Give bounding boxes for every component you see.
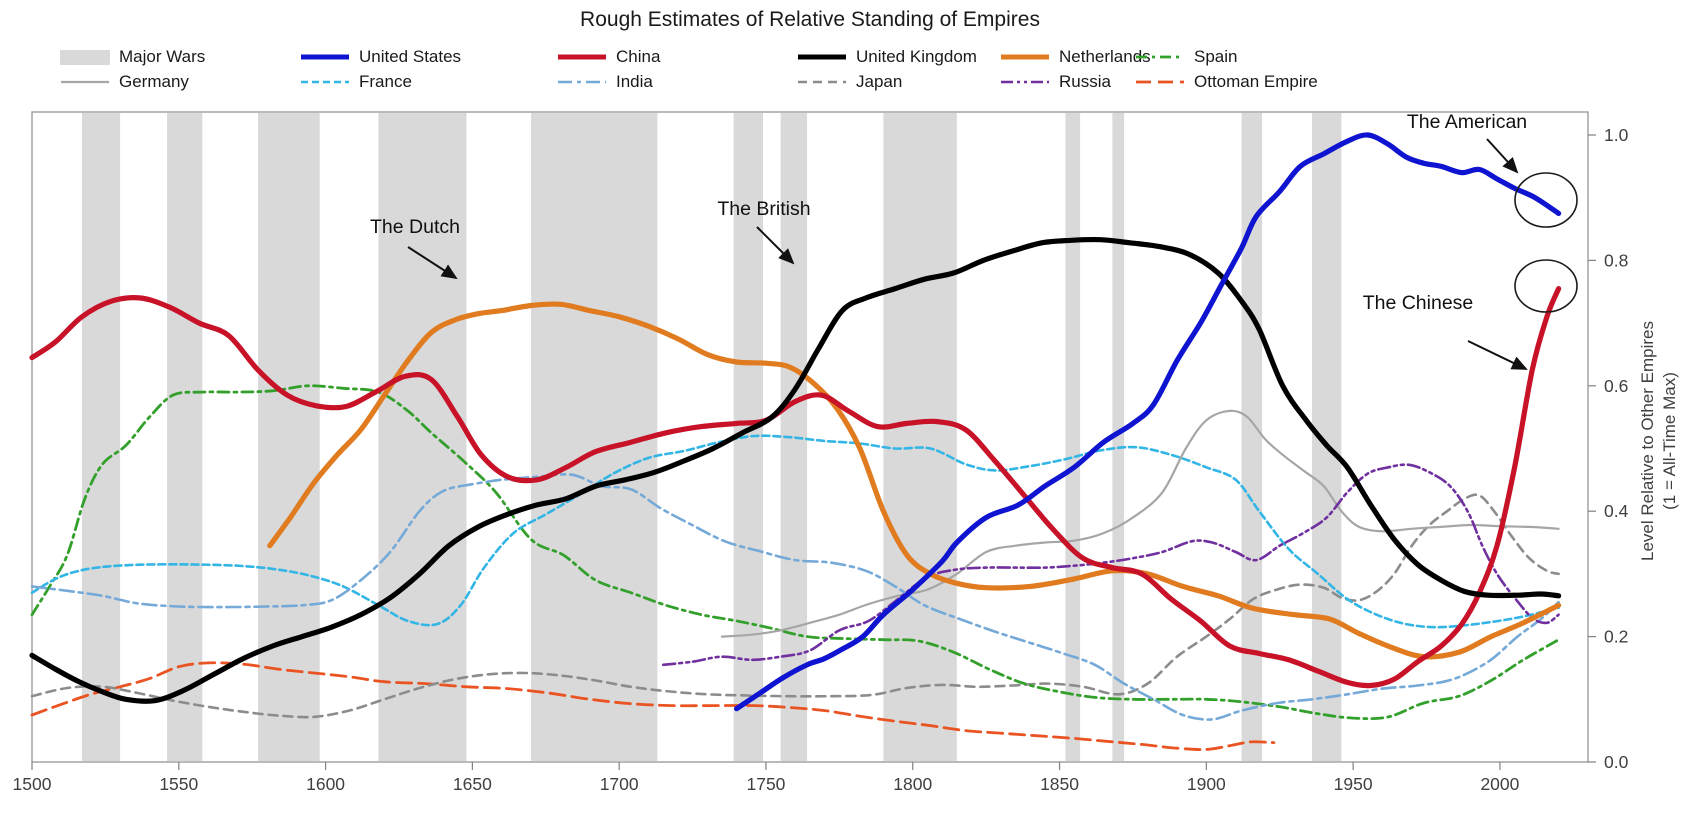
endpoint-circle bbox=[1514, 172, 1578, 228]
series-line-france bbox=[30, 434, 1560, 629]
legend-item-japan: Japan bbox=[797, 70, 902, 94]
y-tick-label: 0.0 bbox=[1604, 752, 1629, 772]
endpoint-circle bbox=[1514, 259, 1578, 313]
legend-swatch-india bbox=[558, 80, 606, 84]
legend-label: Russia bbox=[1059, 72, 1111, 91]
major-war-band bbox=[258, 113, 320, 761]
legend-swatch-united-kingdom bbox=[798, 54, 846, 60]
annotation-label: The American bbox=[1407, 111, 1527, 133]
x-tick-label: 1800 bbox=[893, 774, 932, 794]
x-tick-label: 1550 bbox=[159, 774, 198, 794]
legend-item-india: India bbox=[557, 70, 653, 94]
y-tick-label: 0.4 bbox=[1604, 501, 1629, 521]
legend-swatch-japan bbox=[798, 80, 846, 84]
x-tick-label: 1650 bbox=[453, 774, 492, 794]
legend-item-united-states: United States bbox=[300, 45, 461, 69]
legend-swatch-germany bbox=[61, 80, 109, 84]
legend-swatch-netherlands bbox=[1001, 54, 1049, 60]
legend-item-ottoman-empire: Ottoman Empire bbox=[1135, 70, 1318, 94]
major-war-band bbox=[883, 113, 957, 761]
annotation-label: The Dutch bbox=[370, 216, 460, 238]
legend-swatch-france bbox=[301, 80, 349, 84]
legend-label: Netherlands bbox=[1059, 47, 1151, 66]
x-tick-label: 1900 bbox=[1187, 774, 1226, 794]
legend-item-china: China bbox=[557, 45, 660, 69]
legend-label: Spain bbox=[1194, 47, 1238, 66]
legend-item-united-kingdom: United Kingdom bbox=[797, 45, 977, 69]
x-tick-label: 1500 bbox=[13, 774, 52, 794]
series-line-spain bbox=[30, 384, 1560, 721]
legend-swatch-ottoman-empire bbox=[1136, 80, 1184, 84]
major-war-band bbox=[1241, 113, 1263, 761]
x-tick-label: 1700 bbox=[600, 774, 639, 794]
annotation-arrow bbox=[407, 246, 458, 280]
legend-swatch-united-states bbox=[301, 54, 349, 60]
series-line-japan bbox=[30, 493, 1560, 719]
y-tick-label: 1.0 bbox=[1604, 125, 1629, 145]
legend-label: Japan bbox=[856, 72, 903, 91]
major-war-band bbox=[531, 113, 658, 761]
y-axis-title-line1: Level Relative to Other Empires bbox=[1638, 321, 1657, 561]
plot-border bbox=[31, 111, 1589, 763]
legend-item-major-wars: Major Wars bbox=[60, 45, 205, 69]
series-line-united-states bbox=[734, 132, 1562, 712]
series-line-china bbox=[29, 286, 1562, 689]
legend-label: China bbox=[616, 47, 661, 66]
annotation-arrow bbox=[1467, 340, 1528, 370]
major-war-band bbox=[1112, 113, 1125, 761]
annotation-label: The Chinese bbox=[1363, 292, 1474, 314]
legend-label: Ottoman Empire bbox=[1194, 72, 1318, 91]
x-tick-label: 1750 bbox=[746, 774, 785, 794]
annotation-arrow bbox=[1486, 138, 1519, 174]
legend-label: India bbox=[616, 72, 653, 91]
annotation-arrow bbox=[756, 226, 795, 265]
legend-item-france: France bbox=[300, 70, 412, 94]
x-tick-label: 1950 bbox=[1334, 774, 1373, 794]
legend-label: Germany bbox=[119, 72, 189, 91]
legend-swatch-china bbox=[558, 54, 606, 60]
x-tick-label: 1600 bbox=[306, 774, 345, 794]
series-line-india bbox=[30, 473, 1560, 721]
legend-item-netherlands: Netherlands bbox=[1000, 45, 1151, 69]
legend-label: United Kingdom bbox=[856, 47, 977, 66]
y-axis-title-line2: (1 = All-Time Max) bbox=[1660, 372, 1679, 510]
legend-swatch-russia bbox=[1001, 80, 1049, 84]
series-line-ottoman-empire bbox=[30, 661, 1276, 751]
y-tick-label: 0.2 bbox=[1604, 627, 1628, 647]
legend-swatch-spain bbox=[1136, 55, 1184, 59]
legend-label: France bbox=[359, 72, 412, 91]
series-line-germany bbox=[720, 409, 1560, 638]
x-tick-label: 1850 bbox=[1040, 774, 1079, 794]
series-line-united-kingdom bbox=[29, 236, 1562, 704]
series-line-russia bbox=[661, 463, 1560, 667]
major-war-band bbox=[378, 113, 467, 761]
series-line-netherlands bbox=[267, 301, 1562, 660]
legend-item-russia: Russia bbox=[1000, 70, 1111, 94]
x-tick-label: 2000 bbox=[1480, 774, 1519, 794]
major-war-band bbox=[1065, 113, 1081, 761]
major-war-band bbox=[81, 113, 121, 761]
legend-swatch-major-wars bbox=[60, 49, 110, 65]
y-tick-label: 0.8 bbox=[1604, 250, 1628, 270]
legend-label: Major Wars bbox=[119, 47, 206, 66]
y-tick-label: 0.6 bbox=[1604, 376, 1628, 396]
legend-item-germany: Germany bbox=[60, 70, 189, 94]
major-war-band bbox=[167, 113, 203, 761]
legend-label: United States bbox=[359, 47, 462, 66]
y-axis-title: Level Relative to Other Empires (1 = All… bbox=[1637, 91, 1683, 791]
legend-item-spain: Spain bbox=[1135, 45, 1237, 69]
chart-title: Rough Estimates of Relative Standing of … bbox=[580, 8, 1040, 31]
annotation-label: The British bbox=[717, 198, 810, 220]
